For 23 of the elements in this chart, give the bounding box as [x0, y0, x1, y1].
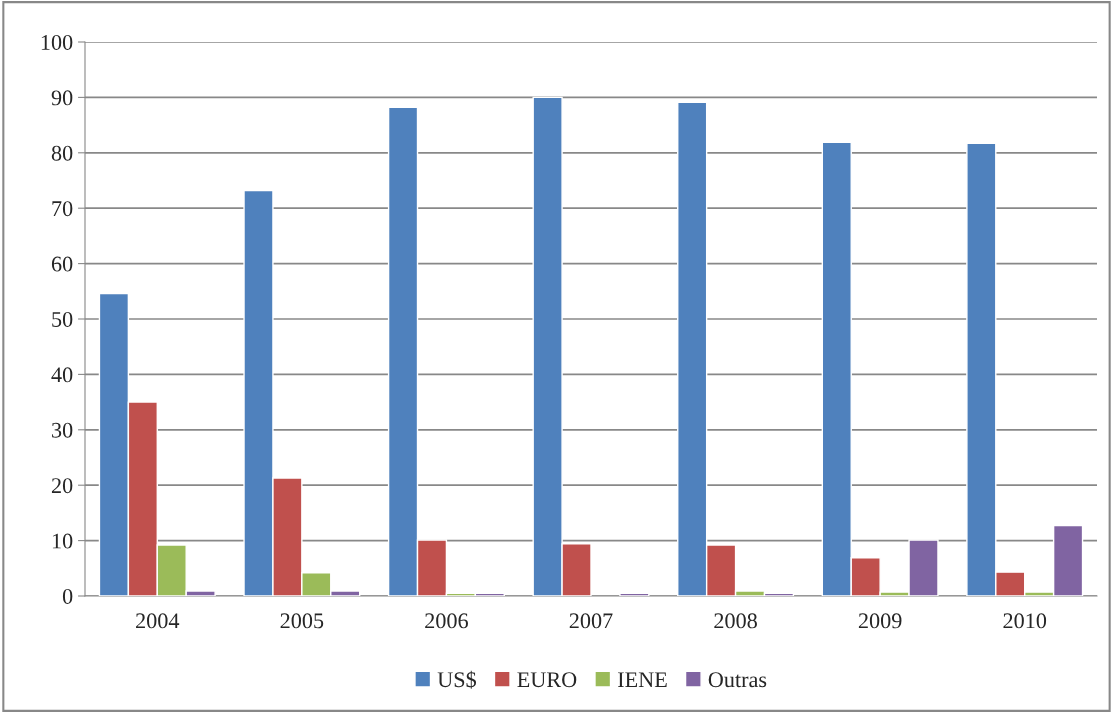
x-tick-label: 2004 [136, 613, 180, 629]
legend-label: US$ [437, 670, 477, 689]
y-tick-label: 0 [62, 588, 73, 604]
y-tick-label: 90 [51, 90, 73, 106]
x-tick-label: 2008 [714, 613, 757, 629]
x-tick-label: 2009 [858, 613, 902, 629]
y-tick-label: 30 [52, 422, 73, 438]
legend-label: EURO [517, 672, 577, 688]
y-tick-label: 40 [51, 367, 73, 383]
legend-label: Outras [708, 672, 767, 688]
legend-label: IENE [618, 672, 667, 687]
x-tick-label: 2005 [280, 613, 324, 629]
bar [619, 592, 650, 596]
y-tick-label: 60 [51, 256, 73, 272]
x-tick-label: 2007 [569, 613, 613, 629]
y-tick-label: 80 [51, 145, 73, 161]
y-tick-label: 10 [52, 533, 73, 549]
y-tick-label: 50 [52, 311, 73, 327]
y-tick-label: 100 [41, 34, 73, 50]
y-tick-label: 20 [51, 478, 73, 494]
y-tick-label: 70 [52, 201, 73, 217]
x-tick-label: 2006 [425, 613, 468, 629]
x-tick-label: 2010 [1003, 613, 1047, 629]
